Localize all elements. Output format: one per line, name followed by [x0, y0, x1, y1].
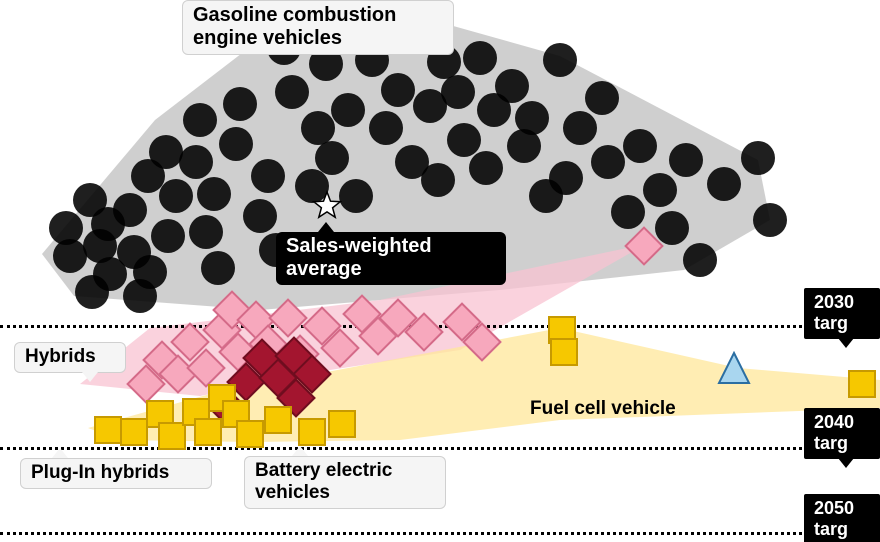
- gasoline-point: [223, 87, 257, 121]
- sales-weighted-average-star-icon: [310, 189, 344, 223]
- gasoline-point: [753, 203, 787, 237]
- gasoline-point: [381, 73, 415, 107]
- gasoline-point: [611, 195, 645, 229]
- bev-point: [236, 420, 264, 448]
- target-label-1: 2040 targ: [804, 408, 880, 459]
- callout-hybrids_label: Hybrids: [14, 342, 126, 373]
- gasoline-point: [669, 143, 703, 177]
- bev-point: [550, 338, 578, 366]
- gasoline-point: [655, 211, 689, 245]
- target-pointer: [838, 338, 854, 348]
- gasoline-point: [251, 159, 285, 193]
- gasoline-point: [113, 193, 147, 227]
- gasoline-point: [149, 135, 183, 169]
- gasoline-point: [243, 199, 277, 233]
- gridline: [0, 532, 880, 535]
- gasoline-point: [183, 103, 217, 137]
- bev-point: [120, 418, 148, 446]
- bev-point: [264, 406, 292, 434]
- gasoline-point: [585, 81, 619, 115]
- gasoline-point: [563, 111, 597, 145]
- gasoline-point: [123, 279, 157, 313]
- gasoline-point: [331, 93, 365, 127]
- callout-pointer: [52, 448, 68, 458]
- bev-point: [298, 418, 326, 446]
- callout-bev_label: Battery electric vehicles: [244, 456, 446, 509]
- gasoline-point: [515, 101, 549, 135]
- gasoline-point: [49, 211, 83, 245]
- target-label-2: 2050 targ: [804, 494, 880, 542]
- gasoline-point: [447, 123, 481, 157]
- gasoline-point: [549, 161, 583, 195]
- gasoline-point: [201, 251, 235, 285]
- gasoline-point: [159, 179, 193, 213]
- gasoline-point: [421, 163, 455, 197]
- gasoline-point: [463, 41, 497, 75]
- gasoline-point: [339, 179, 373, 213]
- gasoline-point: [189, 215, 223, 249]
- callout-pointer: [292, 446, 308, 456]
- gasoline-point: [707, 167, 741, 201]
- gasoline-point: [197, 177, 231, 211]
- target-label-0: 2030 targ: [804, 288, 880, 339]
- gasoline-point: [741, 141, 775, 175]
- gasoline-point: [543, 43, 577, 77]
- callout-plugin_label: Plug-In hybrids: [20, 458, 212, 489]
- gasoline-point: [469, 151, 503, 185]
- callout-gasoline_label: Gasoline combustion engine vehicles: [182, 0, 454, 55]
- target-pointer: [838, 458, 854, 468]
- gasoline-point: [623, 129, 657, 163]
- gasoline-point: [151, 219, 185, 253]
- vehicle-emissions-scatter: Gasoline combustion engine vehicles Sales…: [0, 0, 880, 542]
- bev-point: [94, 416, 122, 444]
- gasoline-point: [301, 111, 335, 145]
- gasoline-point: [369, 111, 403, 145]
- bev-point: [328, 410, 356, 438]
- gasoline-point: [73, 183, 107, 217]
- fuel-cell-label: Fuel cell vehicle: [530, 398, 676, 420]
- gasoline-point: [441, 75, 475, 109]
- gasoline-point: [495, 69, 529, 103]
- gasoline-point: [315, 141, 349, 175]
- bev-point: [158, 422, 186, 450]
- gridline: [0, 447, 880, 450]
- bev-point: [848, 370, 876, 398]
- bev-point: [194, 418, 222, 446]
- gasoline-point: [591, 145, 625, 179]
- callout-pointer: [82, 372, 98, 382]
- gasoline-point: [219, 127, 253, 161]
- gasoline-point: [275, 75, 309, 109]
- callout-sales_avg: Sales-weighted average: [276, 232, 506, 285]
- callout-pointer: [318, 222, 334, 232]
- gasoline-point: [179, 145, 213, 179]
- gasoline-point: [683, 243, 717, 277]
- gasoline-point: [643, 173, 677, 207]
